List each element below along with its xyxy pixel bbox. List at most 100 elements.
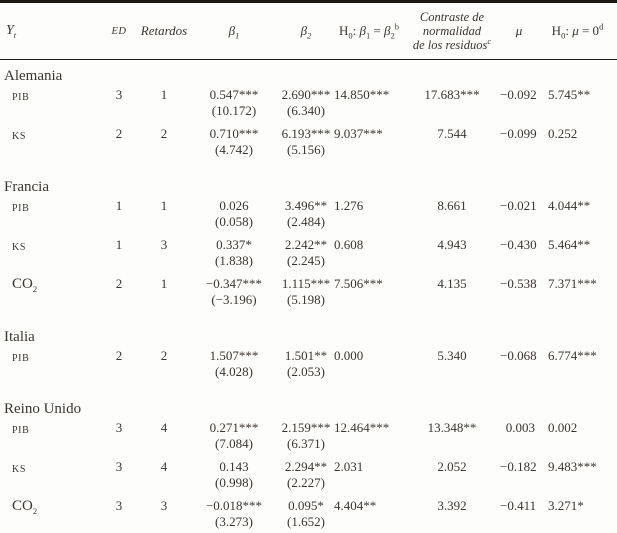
beta2-tstat: (2.227) <box>287 475 325 490</box>
cell-beta2: 0.095* (1.652) <box>278 498 334 533</box>
table-row: PIB 3 4 0.271*** (7.084) 2.159*** (6.371… <box>0 420 617 459</box>
table-row: PIB 2 2 1.507*** (4.028) 1.501** (2.053)… <box>0 348 617 387</box>
cell-contraste: 8.661 <box>437 198 467 213</box>
beta1-tstat: (−3.196) <box>211 292 257 307</box>
table-row: KS 2 2 0.710*** (4.742) 6.193*** (5.156)… <box>0 126 617 165</box>
row-label: PIB <box>12 353 30 364</box>
beta1-tstat: (0.058) <box>215 214 253 229</box>
beta2-tstat: (2.053) <box>287 364 325 379</box>
country-name: Reino Unido <box>4 401 82 417</box>
contraste-line3: de los residuosc <box>412 35 492 52</box>
cell-beta2: 2.159*** (6.371) <box>278 420 334 459</box>
cell-beta1: 0.271*** (7.084) <box>190 420 278 459</box>
beta2-coef: 0.095* <box>288 498 324 513</box>
beta2-tstat: (2.484) <box>287 214 325 229</box>
cell-contraste: 4.135 <box>437 276 467 291</box>
row-label: CO2 <box>12 276 38 294</box>
beta1-coef: 0.143 <box>219 459 249 474</box>
cell-contraste: 3.392 <box>437 498 467 513</box>
cell-h0-beta: 12.464*** <box>334 420 390 435</box>
cell-retardos: 1 <box>160 198 168 213</box>
row-label: PIB <box>12 203 30 214</box>
beta1-tstat: (10.172) <box>211 103 257 118</box>
row-label: KS <box>12 131 26 142</box>
row-label: KS <box>12 242 26 253</box>
group-header-alemania: Alemania <box>0 60 617 88</box>
cell-retardos: 1 <box>160 87 168 102</box>
beta1-coef: 1.507*** <box>209 348 259 363</box>
group-header-italia: Italia <box>0 315 617 348</box>
cell-mu: −0.430 <box>500 237 537 252</box>
cell-beta2: 2.242** (2.245) <box>278 237 334 276</box>
cell-beta2: 2.690*** (6.340) <box>278 87 334 126</box>
cell-beta2: 1.115*** (5.198) <box>278 276 334 315</box>
cell-ed: 3 <box>115 420 123 435</box>
cell-contraste: 17.683*** <box>424 87 480 102</box>
table-row: PIB 3 1 0.547*** (10.172) 2.690*** (6.34… <box>0 87 617 126</box>
contraste-line2: normalidad <box>422 24 482 38</box>
cell-h0-mu: 9.483*** <box>548 459 597 474</box>
country-name: Italia <box>4 329 35 345</box>
cell-retardos: 3 <box>160 237 168 252</box>
cell-beta1: −0.347*** (−3.196) <box>190 276 278 315</box>
cell-ed: 3 <box>115 459 123 474</box>
cell-contraste: 13.348** <box>427 420 477 435</box>
cell-retardos: 2 <box>160 348 168 363</box>
row-label: CO2 <box>12 498 38 516</box>
col-header-yt: Yt <box>0 1 100 60</box>
cell-h0-mu: 6.774*** <box>548 348 597 363</box>
cell-beta2: 2.294** (2.227) <box>278 459 334 498</box>
cell-h0-beta: 2.031 <box>334 459 364 474</box>
cell-beta1: 0.026 (0.058) <box>190 198 278 237</box>
cell-beta1: 0.547*** (10.172) <box>190 87 278 126</box>
table-row: CO2 3 3 −0.018*** (3.273) 0.095* (1.652)… <box>0 498 617 533</box>
row-label: PIB <box>12 425 30 436</box>
cell-beta1: 0.710*** (4.742) <box>190 126 278 165</box>
beta1-coef: 0.271*** <box>209 420 259 435</box>
beta2-coef: 2.690*** <box>281 87 331 102</box>
country-name: Francia <box>4 179 49 195</box>
contraste-line1: Contraste de <box>419 10 485 24</box>
cell-mu: −0.182 <box>500 459 537 474</box>
beta2-coef: 2.294** <box>284 459 328 474</box>
col-header-retardos: Retardos <box>138 1 190 60</box>
cell-mu: 0.003 <box>505 420 535 435</box>
beta2-tstat: (6.340) <box>287 103 325 118</box>
cell-beta2: 3.496** (2.484) <box>278 198 334 237</box>
col-header-beta2: β2 <box>278 1 334 60</box>
cell-retardos: 4 <box>160 420 168 435</box>
cell-ed: 2 <box>115 126 123 141</box>
cell-mu: −0.092 <box>500 87 537 102</box>
cell-mu: −0.411 <box>500 498 537 513</box>
cell-beta1: 0.337* (1.838) <box>190 237 278 276</box>
cell-beta2: 1.501** (2.053) <box>278 348 334 387</box>
cell-contraste: 7.544 <box>437 126 467 141</box>
cell-h0-beta: 1.276 <box>334 198 364 213</box>
beta2-coef: 2.159*** <box>281 420 331 435</box>
beta2-tstat: (5.198) <box>287 292 325 307</box>
row-label: PIB <box>12 92 30 103</box>
table-body: Alemania PIB 3 1 0.547*** (10.172) 2.690… <box>0 60 617 533</box>
col-header-ed: ED <box>100 1 138 60</box>
cell-retardos: 1 <box>160 276 168 291</box>
cell-ed: 1 <box>115 237 123 252</box>
table-row: KS 1 3 0.337* (1.838) 2.242** (2.245) 0.… <box>0 237 617 276</box>
cell-contraste: 4.943 <box>437 237 467 252</box>
beta1-tstat: (7.084) <box>215 436 253 451</box>
cell-h0-beta: 0.608 <box>334 237 364 252</box>
group-header-francia: Francia <box>0 165 617 198</box>
beta1-coef: −0.018*** <box>205 498 263 513</box>
table-row: KS 3 4 0.143 (0.998) 2.294** (2.227) 2.0… <box>0 459 617 498</box>
col-header-h0-mu: H0: μ = 0d <box>538 1 617 60</box>
table-row: PIB 1 1 0.026 (0.058) 3.496** (2.484) 1.… <box>0 198 617 237</box>
cell-retardos: 4 <box>160 459 168 474</box>
cell-h0-beta: 9.037*** <box>334 126 383 141</box>
cell-beta2: 6.193*** (5.156) <box>278 126 334 165</box>
cell-ed: 2 <box>115 348 123 363</box>
cell-ed: 3 <box>115 87 123 102</box>
cell-mu: −0.068 <box>500 348 537 363</box>
cell-beta1: 0.143 (0.998) <box>190 459 278 498</box>
cell-h0-beta: 14.850*** <box>334 87 390 102</box>
col-header-mu: μ <box>500 1 538 60</box>
